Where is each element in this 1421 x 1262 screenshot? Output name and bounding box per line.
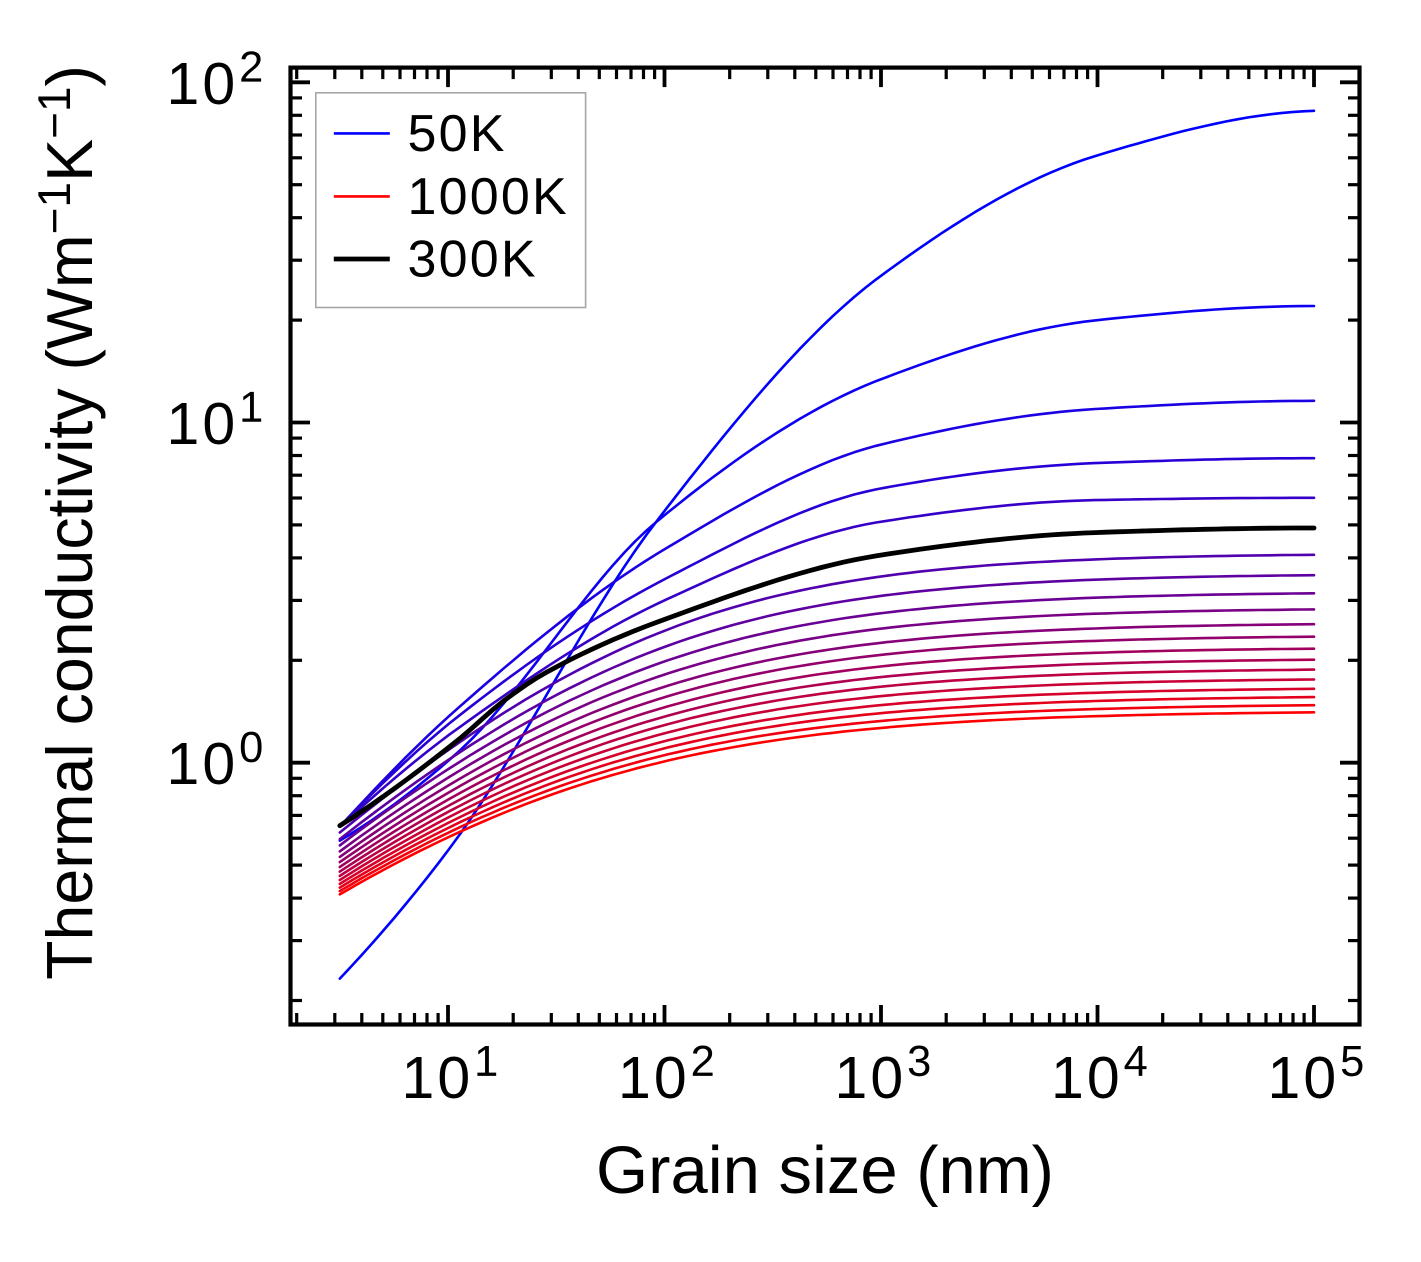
svg-text:): )	[34, 65, 106, 86]
svg-text:Grain size (nm): Grain size (nm)	[596, 1133, 1054, 1208]
svg-text:10: 10	[1051, 1045, 1123, 1111]
svg-text:10: 10	[167, 391, 239, 457]
svg-text:1000K: 1000K	[408, 168, 569, 226]
svg-text:10: 10	[402, 1045, 474, 1111]
svg-text:K: K	[34, 139, 106, 182]
svg-text:10: 10	[167, 731, 239, 797]
svg-text:10: 10	[835, 1045, 907, 1111]
svg-text:10: 10	[618, 1045, 690, 1111]
svg-text:50K: 50K	[408, 105, 507, 163]
svg-text:300K: 300K	[408, 231, 538, 289]
svg-text:10: 10	[167, 51, 239, 117]
svg-text:Thermal conductivity (Wm: Thermal conductivity (Wm	[34, 234, 106, 979]
svg-text:10: 10	[1268, 1045, 1340, 1111]
